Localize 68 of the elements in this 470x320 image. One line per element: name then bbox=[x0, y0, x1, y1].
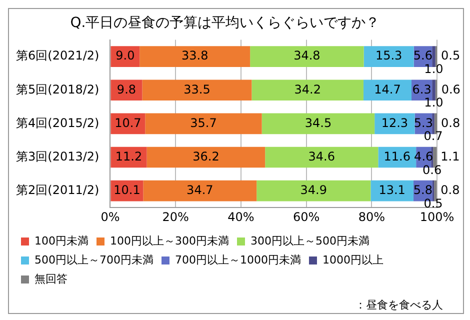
data-label: 10.1 bbox=[114, 182, 140, 197]
bar bbox=[252, 80, 364, 101]
y-tick-label: 第6回(2021/2) bbox=[16, 48, 100, 63]
x-tick-label: 40% bbox=[228, 210, 254, 224]
text: ：昼食を食べる人 bbox=[355, 298, 443, 312]
bar bbox=[146, 146, 266, 168]
bar bbox=[262, 113, 375, 134]
legend-label: 1000円以上 bbox=[322, 253, 384, 266]
y-tick-label: 第4回(2015/2) bbox=[16, 116, 100, 130]
data-label: 34.6 bbox=[308, 149, 336, 164]
data-label: 0.6 bbox=[422, 162, 442, 177]
bar bbox=[140, 46, 250, 67]
x-tick-label: 80% bbox=[358, 210, 385, 224]
data-label: 1.0 bbox=[424, 96, 444, 110]
bar bbox=[142, 80, 252, 101]
data-label: 34.8 bbox=[294, 48, 320, 63]
data-label: 5.6 bbox=[413, 48, 432, 63]
bar bbox=[363, 80, 412, 101]
data-label: 0.7 bbox=[424, 129, 443, 144]
bar bbox=[265, 146, 378, 168]
y-tick-label: 第2回(2011/2) bbox=[16, 182, 100, 197]
data-label: 5.8 bbox=[413, 182, 432, 197]
data-label: 10.7 bbox=[114, 116, 142, 130]
legend-label: 700円以上～1000円未満 bbox=[174, 253, 301, 266]
data-label: 1.1 bbox=[440, 149, 460, 164]
data-label: 11.6 bbox=[384, 149, 410, 164]
bar bbox=[143, 180, 257, 202]
data-label: 9.8 bbox=[116, 82, 136, 96]
x-tick-label: 60% bbox=[292, 210, 320, 224]
legend-label: 100円未満 bbox=[34, 234, 88, 248]
data-label: 5.3 bbox=[414, 116, 433, 130]
data-label: 9.0 bbox=[116, 48, 135, 63]
legend-label: 100円以上～300円未満 bbox=[110, 234, 229, 248]
x-tick-label: 100% bbox=[420, 210, 454, 224]
data-label: 0.5 bbox=[441, 48, 460, 63]
legend-label: 300円以上～500円未満 bbox=[250, 234, 370, 248]
bar bbox=[370, 180, 414, 202]
data-label: 14.7 bbox=[374, 82, 401, 96]
data-label: 4.6 bbox=[414, 149, 434, 164]
data-label: 35.7 bbox=[190, 116, 217, 130]
data-label: 0.8 bbox=[441, 116, 460, 130]
data-label: 15.3 bbox=[375, 48, 402, 63]
data-label: 34.9 bbox=[300, 182, 327, 197]
y-tick-label: 第3回(2013/2) bbox=[16, 149, 100, 164]
bar bbox=[256, 180, 371, 202]
data-label: 34.2 bbox=[294, 82, 321, 96]
data-label: 0.8 bbox=[440, 182, 460, 197]
data-label: 0.5 bbox=[424, 196, 443, 210]
bar bbox=[145, 113, 262, 134]
data-label: 0.6 bbox=[441, 82, 460, 96]
legend-label: 500円以上～700円未満 bbox=[34, 253, 154, 266]
data-label: 36.2 bbox=[192, 149, 220, 164]
bar bbox=[364, 46, 414, 67]
bar bbox=[250, 46, 364, 67]
data-label: 34.7 bbox=[186, 182, 214, 197]
data-label: 6.3 bbox=[412, 82, 432, 96]
data-label: 11.2 bbox=[115, 149, 142, 164]
x-tick-label: 20% bbox=[162, 210, 189, 224]
data-label: 33.5 bbox=[184, 82, 210, 96]
data-label: 13.1 bbox=[378, 182, 406, 197]
data-label: 34.5 bbox=[304, 116, 332, 130]
data-label: 33.8 bbox=[181, 48, 208, 63]
data-label: 1.0 bbox=[424, 62, 444, 76]
data-label: 12.3 bbox=[381, 116, 408, 130]
y-tick-label: 第5回(2018/2) bbox=[16, 82, 100, 96]
legend-label: 無回答 bbox=[34, 272, 68, 286]
x-tick-label: 0% bbox=[100, 210, 120, 224]
chart-title: Q.平日の昼食の予算は平均いくらぐらいですか？ bbox=[70, 15, 380, 32]
